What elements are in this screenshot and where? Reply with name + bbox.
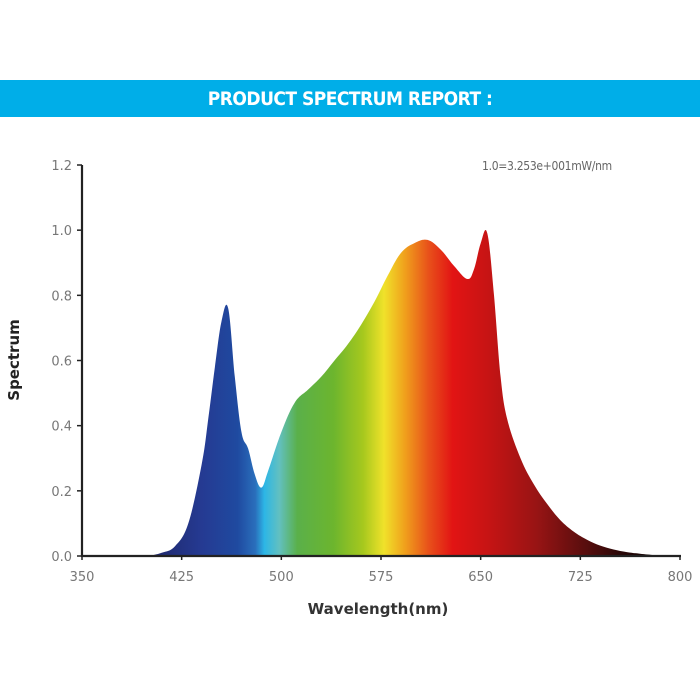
y-axis-label: Spectrum xyxy=(5,319,23,400)
x-tick-label: 725 xyxy=(568,570,593,585)
report-banner: PRODUCT SPECTRUM REPORT : xyxy=(0,80,700,117)
y-tick-label: 0.0 xyxy=(51,550,72,565)
banner-title: PRODUCT SPECTRUM REPORT : xyxy=(207,87,493,110)
x-tick-label: 575 xyxy=(369,570,394,585)
y-tick-label: 0.4 xyxy=(51,420,72,435)
y-tick-label: 0.2 xyxy=(51,485,72,500)
x-tick-label: 800 xyxy=(668,570,693,585)
y-tick-label: 1.2 xyxy=(51,159,72,174)
x-ticks: 350 425 500 575 650 725 800 xyxy=(70,556,693,585)
y-tick-label: 0.8 xyxy=(51,289,72,304)
spectrum-area xyxy=(148,230,654,557)
x-tick-label: 425 xyxy=(169,570,194,585)
x-axis-label: Wavelength(nm) xyxy=(308,600,449,618)
y-ticks: 0.0 0.2 0.4 0.6 0.8 1.0 1.2 xyxy=(51,159,82,565)
x-tick-label: 500 xyxy=(269,570,294,585)
x-tick-label: 350 xyxy=(70,570,95,585)
normalization-note: 1.0=3.253e+001mW/nm xyxy=(482,159,612,173)
y-tick-label: 1.0 xyxy=(51,224,72,239)
x-tick-label: 650 xyxy=(468,570,493,585)
y-tick-label: 0.6 xyxy=(51,355,72,370)
